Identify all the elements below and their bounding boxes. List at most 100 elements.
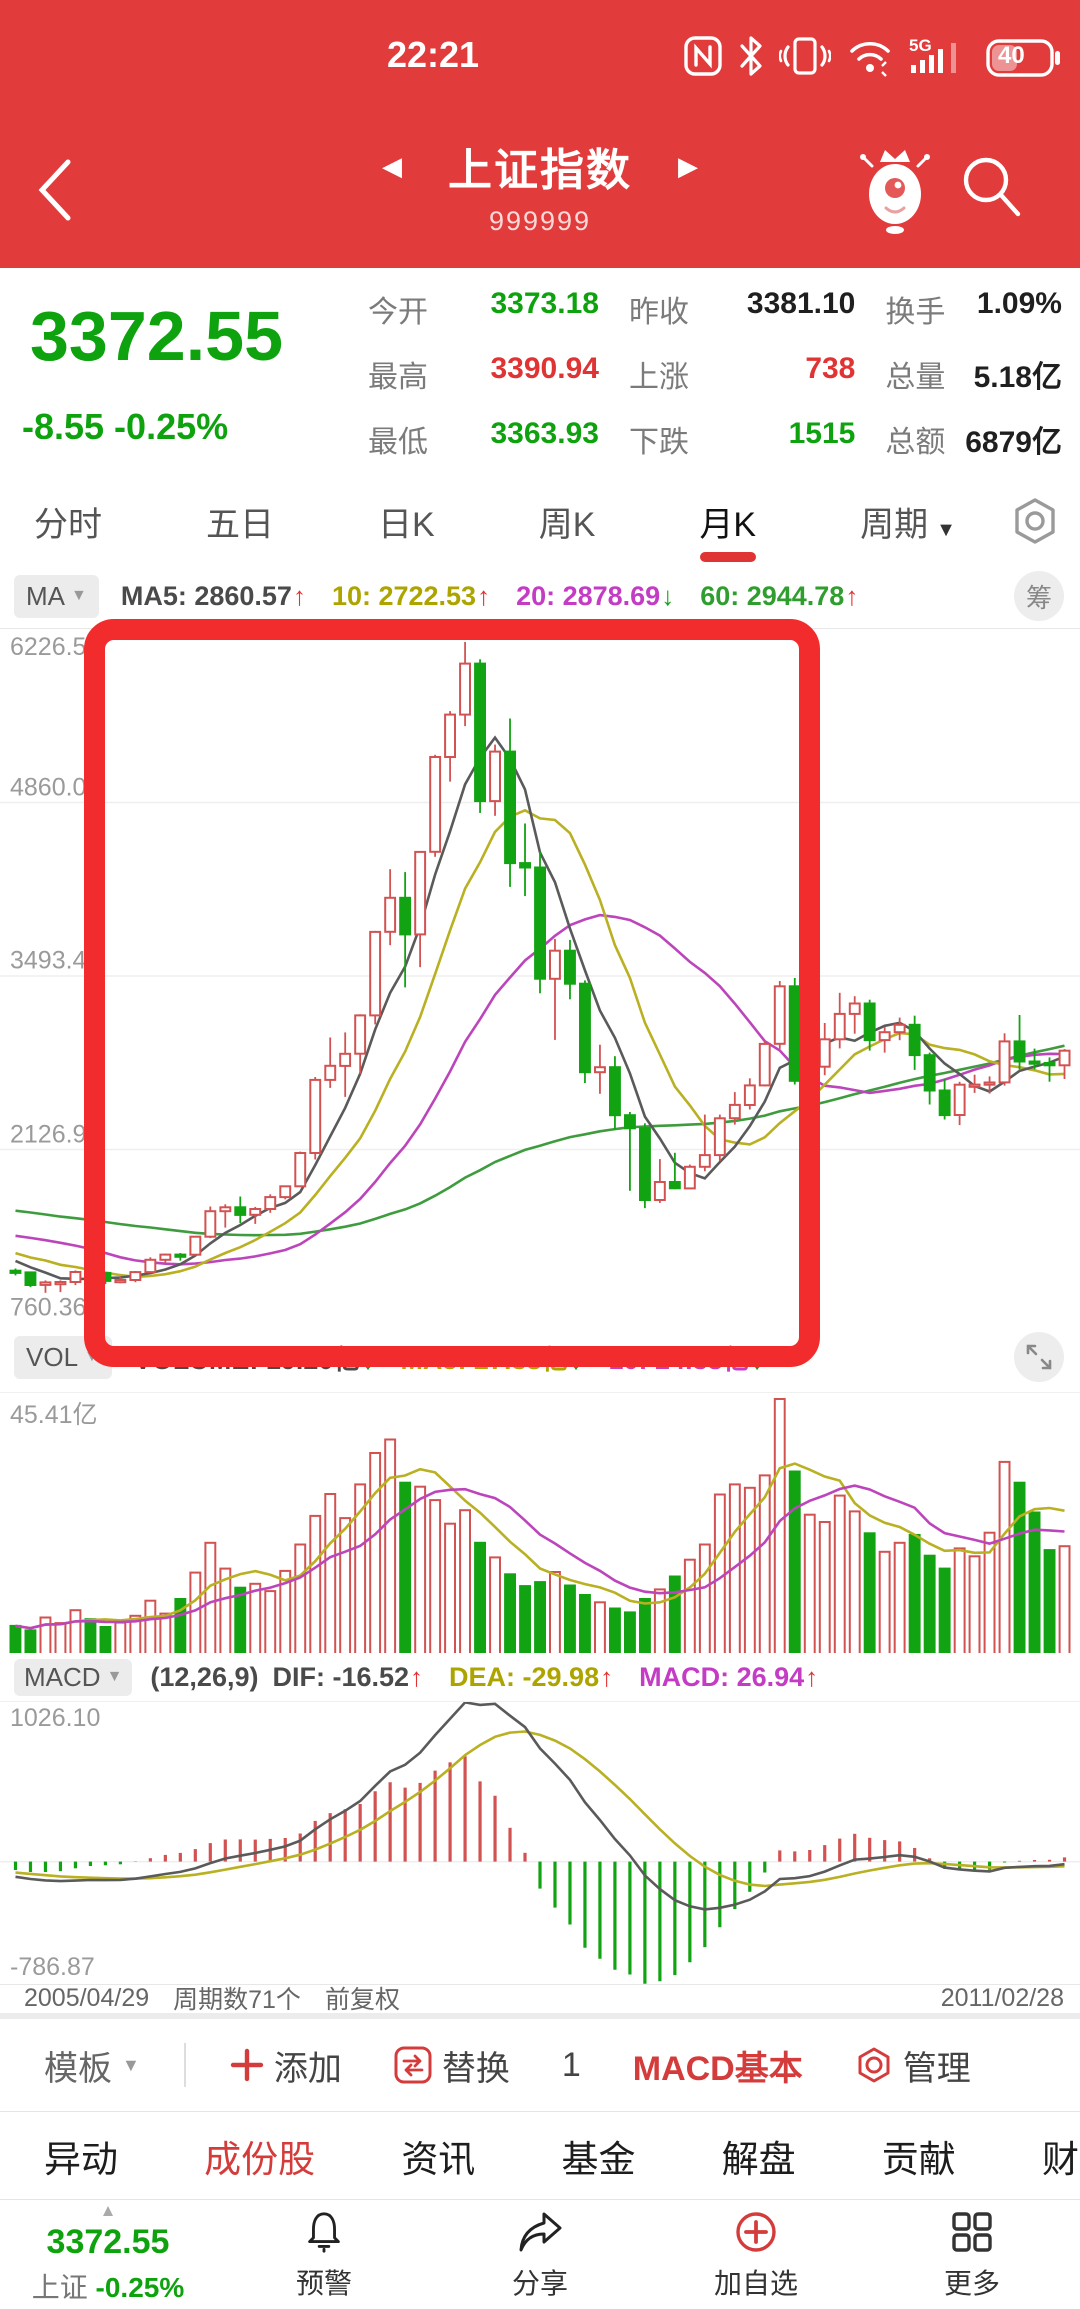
price-axis-label: 3493.46 <box>10 946 101 975</box>
chip-distribution-button[interactable]: 筹 <box>1014 571 1064 621</box>
add-favorite-button[interactable]: 加自选 <box>648 2200 864 2309</box>
tab-3[interactable]: 日K <box>378 505 435 544</box>
svg-text:5G: 5G <box>909 36 932 55</box>
search-icon[interactable] <box>952 146 1032 230</box>
indicator-item: MA5: 27.38亿↓ <box>400 1344 583 1375</box>
volume-indicator-row: VOL ▼ VOLUME: 19.20亿↓ MA5: 27.38亿↓ 10: 24.3… <box>0 1322 1080 1392</box>
macd-params: (12,26,9) <box>150 1661 259 1692</box>
share-button[interactable]: 分享 <box>432 2200 648 2309</box>
expand-chart-icon[interactable] <box>1014 1332 1064 1382</box>
indicator-item: VOLUME: 19.20亿↓ <box>133 1344 375 1375</box>
chart-settings-gear-icon[interactable] <box>990 495 1080 547</box>
chart-period-tabs: 分时 五日 日K 周K 月K 周期 ▼ <box>0 478 1080 565</box>
indicator-item: DEA: -29.98↑ <box>449 1661 614 1692</box>
replace-indicator-button[interactable]: 替换 <box>394 2041 510 2090</box>
title-block: ◀ 上证指数 ▶ 999999 <box>290 134 790 237</box>
indicator-item: 20: 2878.69↓ <box>516 580 675 611</box>
candlestick-chart[interactable]: 6226.56 4860.01 3493.46 2126.91 760.36 <box>0 619 1080 1367</box>
preset-macd-basic[interactable]: MACD基本 <box>632 2049 803 2088</box>
chevron-down-icon: ▼ <box>71 587 87 604</box>
macd-indicator-row: MACD ▼ (12,26,9) DIF: -16.52↑ DEA: -29.98↑… <box>0 1653 1080 1701</box>
bottom-tab-7[interactable]: 财 <box>1041 2138 1079 2180</box>
signal-5g-icon: 5G <box>909 33 973 84</box>
adjust-mode: 前复权 <box>324 1986 400 2014</box>
indicator-item: DIF: -16.52↑ <box>272 1661 424 1692</box>
tab-4[interactable]: 周K <box>538 505 596 544</box>
nav-index-sub: 上证 -0.25% <box>31 2271 185 2303</box>
quote-cell: 下跌 1515 <box>628 417 856 460</box>
quote-cell: 换手 1.09% <box>885 286 1062 329</box>
indicator-item: 10: 24.38亿↓ <box>608 1344 764 1375</box>
start-date: 2005/04/29 <box>24 1983 150 2012</box>
stock-code: 999999 <box>488 206 592 236</box>
plus-icon <box>230 2048 264 2082</box>
bottom-nav: ▲ 3372.55 上证 -0.25% 预警 分享 加自选 更多 <box>0 2200 1080 2309</box>
page-title: 上证指数 <box>448 146 632 195</box>
quote-cell: 上涨 738 <box>628 351 856 394</box>
tab-2[interactable]: 五日 <box>206 505 275 544</box>
volume-axis-max: 45.41亿 <box>10 1401 98 1429</box>
tab-6[interactable]: 周期 ▼ <box>860 505 956 544</box>
vibrate-icon <box>778 33 832 84</box>
nav-index-price: 3372.55 <box>46 2222 170 2261</box>
manage-target-icon <box>858 2047 890 2083</box>
quote-cell: 最高 3390.94 <box>368 351 599 394</box>
index-summary[interactable]: ▲ 3372.55 上证 -0.25% <box>0 2200 216 2309</box>
price-axis-label: 2126.91 <box>10 1119 101 1148</box>
ma-indicator-row: MA ▼ MA5: 2860.57↑ 10: 2722.53↑ 20: 2878.69… <box>0 564 1080 628</box>
status-bar: 22:21 5G 40 <box>0 0 1080 112</box>
macd-selector-chip[interactable]: MACD ▼ <box>14 1658 133 1696</box>
macd-axis-max: 1026.10 <box>10 1704 101 1732</box>
template-dropdown[interactable]: 模板 ▼ <box>44 2049 140 2088</box>
bottom-tab-5[interactable]: 解盘 <box>721 2138 796 2180</box>
grid-icon <box>952 2211 992 2252</box>
bottom-tab-3[interactable]: 资讯 <box>401 2138 476 2180</box>
tab-5[interactable]: 月K <box>695 483 760 562</box>
swap-icon <box>394 2046 432 2084</box>
add-indicator-button[interactable]: 添加 <box>230 2041 342 2090</box>
indicator-toolbar: 模板 ▼ 添加 替换 1 MACD基本 管理 <box>0 2019 1080 2112</box>
macd-axis-min: -786.87 <box>10 1953 95 1981</box>
end-date: 2011/02/28 <box>940 1983 1064 2012</box>
quote-panel: 3372.55 -8.55 -0.25% 今开 3373.18 昨收 3381.10 换… <box>0 268 1080 479</box>
assistant-mascot-icon[interactable] <box>852 142 938 238</box>
back-button[interactable] <box>28 152 88 228</box>
quote-cell: 总额 6879亿 <box>885 426 1062 460</box>
bottom-tab-1[interactable]: 异动 <box>44 2138 118 2180</box>
nfc-icon <box>683 33 723 84</box>
collapse-arrow-icon: ▲ <box>99 2200 117 2220</box>
bottom-section-tabs: 异动 成份股 资讯 基金 解盘 贡献 财 <box>0 2112 1080 2200</box>
tab-1[interactable]: 分时 <box>34 505 102 544</box>
indicator-item: 60: 2944.78↑ <box>700 580 859 611</box>
bottom-tab-2[interactable]: 成份股 <box>204 2138 316 2180</box>
manage-indicators-button[interactable]: 管理 <box>855 2041 971 2090</box>
prev-stock-arrow[interactable]: ◀ <box>382 150 402 181</box>
battery-icon: 40 <box>986 35 1064 81</box>
plus-circle-icon <box>736 2211 776 2252</box>
volume-chart[interactable]: 45.41亿 <box>0 1392 1080 1656</box>
share-icon <box>519 2212 562 2251</box>
vol-selector-chip[interactable]: VOL ▼ <box>14 1335 112 1379</box>
chart-footer-info: 2005/04/29 周期数71个 前复权 2011/02/28 <box>0 1983 1080 2015</box>
macd-chart[interactable]: 1026.10 -786.87 <box>0 1701 1080 1985</box>
divider <box>0 2013 1080 2019</box>
period-count: 周期数71个 <box>173 1986 301 2014</box>
ma-selector-chip[interactable]: MA ▼ <box>14 574 99 618</box>
bell-icon <box>308 2211 340 2253</box>
alert-button[interactable]: 预警 <box>216 2200 432 2309</box>
price-axis-label: 760.36 <box>10 1293 87 1322</box>
wifi-icon <box>844 33 896 84</box>
price-axis-label: 6226.56 <box>10 633 101 661</box>
more-button[interactable]: 更多 <box>864 2200 1080 2309</box>
next-stock-arrow[interactable]: ▶ <box>678 150 698 181</box>
price-change: -8.55 -0.25% <box>22 406 229 447</box>
indicator-item: MACD: 26.94↑ <box>639 1661 819 1692</box>
price-axis-label: 4860.01 <box>10 772 101 801</box>
indicator-count: 1 <box>561 2045 581 2084</box>
quote-grid: 今开 3373.18 昨收 3381.10 换手 1.09% 最高 3390.94 上涨 738 总… <box>368 276 1068 472</box>
quote-cell: 今开 3373.18 <box>368 286 599 329</box>
bottom-tab-6[interactable]: 贡献 <box>881 2138 956 2180</box>
bottom-tab-4[interactable]: 基金 <box>561 2138 636 2180</box>
indicator-item: 10: 2722.53↑ <box>331 580 491 611</box>
